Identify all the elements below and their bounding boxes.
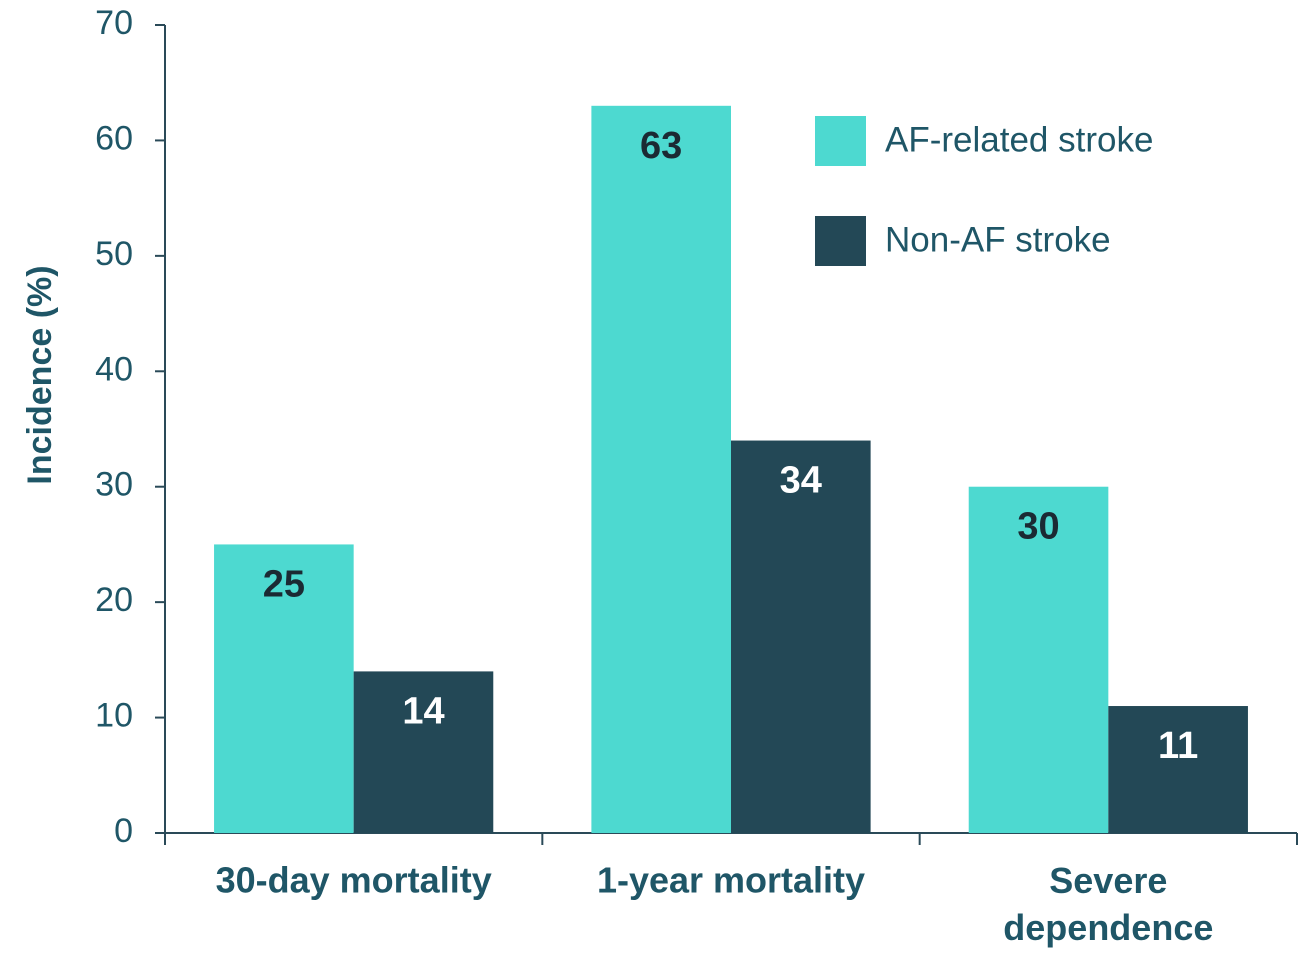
y-tick-label: 20 [95, 581, 133, 619]
bar [214, 544, 354, 833]
value-label: 30 [1017, 506, 1059, 548]
y-tick-label: 40 [95, 350, 133, 388]
legend-swatch [815, 216, 866, 266]
y-tick-label: 10 [95, 697, 133, 735]
y-tick-label: 60 [95, 119, 133, 157]
bar [1108, 706, 1248, 833]
x-tick-label: 1-year mortality [597, 860, 865, 901]
x-tick-label: Severe dependence [1003, 860, 1213, 948]
y-tick-label: 50 [95, 235, 133, 273]
legend-label: AF-related stroke [885, 120, 1153, 159]
bar [591, 105, 731, 834]
value-label: 11 [1158, 725, 1198, 767]
value-label: 34 [780, 460, 822, 502]
value-label: 25 [263, 563, 305, 605]
legend-swatch [815, 116, 866, 166]
x-tick-label: 30-day mortality [216, 860, 492, 901]
bar [968, 486, 1109, 833]
bar [731, 440, 871, 833]
bar [353, 671, 494, 833]
y-axis-title: Incidence (%) [21, 265, 59, 484]
y-tick-label: 30 [95, 466, 133, 504]
legend-label: Non-AF stroke [885, 220, 1111, 259]
y-tick-label: 70 [95, 4, 133, 42]
value-label: 63 [640, 125, 682, 167]
value-label: 14 [402, 690, 444, 732]
y-tick-label: 0 [114, 812, 133, 850]
